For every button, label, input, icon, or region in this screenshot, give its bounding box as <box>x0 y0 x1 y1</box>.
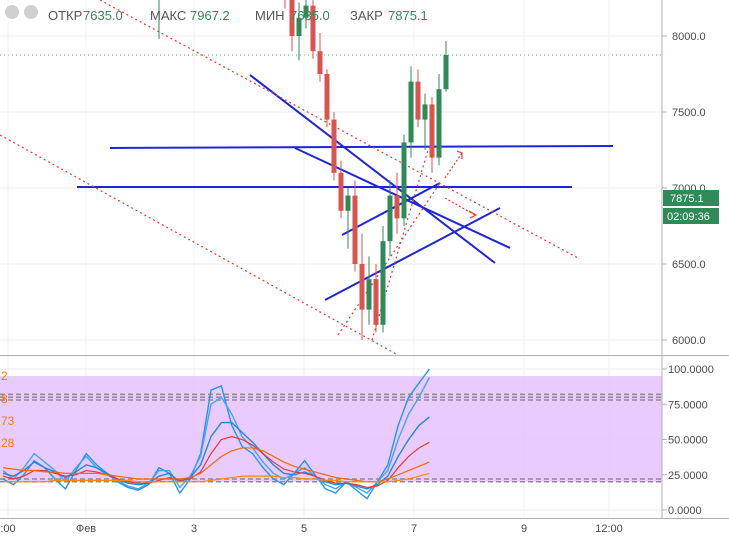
last-price-text: 7875.1 <box>670 193 704 205</box>
low-value: 7635.0 <box>290 8 330 23</box>
osc-label-4: 28 <box>1 436 15 450</box>
candle[interactable] <box>331 112 337 181</box>
time-tick-label: Фев <box>76 523 96 535</box>
candle[interactable] <box>394 172 400 234</box>
candle[interactable] <box>429 96 435 173</box>
candle[interactable] <box>303 0 309 29</box>
osc-tick-label: 0.0000 <box>668 505 702 517</box>
candle-body <box>387 195 393 242</box>
candle[interactable] <box>401 134 407 226</box>
time-tick-label: 12:00 <box>595 523 623 535</box>
time-tick-label: 5 <box>301 523 307 535</box>
channel-line[interactable] <box>371 149 429 341</box>
candle[interactable] <box>415 69 421 128</box>
candle-body <box>394 195 400 219</box>
candle[interactable] <box>359 233 365 340</box>
candle[interactable] <box>443 41 449 92</box>
candle[interactable] <box>317 32 323 82</box>
high-value: 7967.2 <box>190 8 230 23</box>
ohlc-header: ОТКР 7635.0 МАКС 7967.2 МИН 7635.0 ЗАКР … <box>5 5 428 23</box>
channel-line[interactable] <box>0 134 399 356</box>
candle-body <box>331 119 337 173</box>
eye-icon[interactable] <box>5 5 19 19</box>
candle-body <box>289 0 295 36</box>
channel-line[interactable] <box>337 182 441 336</box>
candle[interactable] <box>380 226 386 333</box>
open-value: 7635.0 <box>83 8 123 23</box>
candle-body <box>422 104 428 120</box>
candle[interactable] <box>366 256 372 325</box>
candle-body <box>380 241 386 325</box>
channel-line[interactable] <box>99 0 579 259</box>
close-value: 7875.1 <box>388 8 428 23</box>
osc-tick-label: 25.0000 <box>668 470 708 482</box>
osc-tick-label: 100.0000 <box>668 364 714 376</box>
high-label: МАКС <box>150 8 186 23</box>
time-tick-label: 3 <box>191 523 197 535</box>
candle[interactable] <box>408 66 414 158</box>
candle[interactable] <box>324 69 330 128</box>
candle[interactable] <box>345 188 351 249</box>
candle-body <box>415 81 421 120</box>
candle[interactable] <box>310 0 316 59</box>
time-tick-label: :00 <box>0 523 15 535</box>
candle-body <box>359 264 365 310</box>
oscillator-zone <box>0 376 662 482</box>
candle[interactable] <box>422 93 428 150</box>
candle[interactable] <box>338 160 344 219</box>
close-label: ЗАКР <box>350 8 383 23</box>
oscillator-series <box>2 377 431 494</box>
low-label: МИН <box>255 8 285 23</box>
last-price-badge: 7875.1 <box>663 190 719 206</box>
osc-tick-label: 50.0000 <box>668 435 708 447</box>
open-label: ОТКР <box>48 8 82 23</box>
candle-body <box>408 81 414 143</box>
candle-body <box>443 55 449 90</box>
candle-body <box>401 142 407 219</box>
candle-body <box>366 279 372 310</box>
candle[interactable] <box>352 180 358 272</box>
oscillator-series <box>3 472 430 483</box>
price-tick-label: 7500.0 <box>672 107 706 119</box>
candle-body <box>338 172 344 211</box>
settings-icon[interactable] <box>24 5 38 19</box>
time-tick-label: 7 <box>411 523 417 535</box>
candle-body <box>310 5 316 52</box>
candle-body <box>429 104 435 158</box>
candle-body <box>296 17 302 36</box>
candle-body <box>436 89 442 158</box>
arrow-head <box>468 210 478 219</box>
osc-label-2: 8 <box>1 392 8 406</box>
candle-body <box>345 195 351 211</box>
candle[interactable] <box>289 0 295 52</box>
oscillator-labels: 2 8 73 28 <box>1 369 15 450</box>
osc-label-3: 73 <box>1 414 15 428</box>
projection-arrow <box>444 152 463 179</box>
countdown-badge: 02:09:36 <box>663 208 719 224</box>
candle[interactable] <box>296 2 302 61</box>
arrow-head <box>456 150 463 159</box>
price-tick-label: 6500.0 <box>672 259 706 271</box>
countdown-text: 02:09:36 <box>667 211 710 223</box>
osc-label-1: 2 <box>1 369 8 383</box>
candle-body <box>303 5 309 18</box>
candle-body <box>317 51 323 74</box>
trend-line[interactable] <box>324 207 501 301</box>
price-tick-label: 6000.0 <box>672 335 706 347</box>
candle-body <box>373 279 379 325</box>
price-tick-label: 8000.0 <box>672 31 706 43</box>
osc-tick-label: 75.0000 <box>668 399 708 411</box>
candle[interactable] <box>436 74 442 166</box>
oscillator-series <box>2 436 430 489</box>
time-tick-label: 9 <box>521 523 527 535</box>
candle[interactable] <box>373 264 379 333</box>
candle-body <box>352 195 358 264</box>
trend-line[interactable] <box>109 145 614 149</box>
oscillator-series <box>2 447 430 483</box>
candle[interactable] <box>387 180 393 257</box>
candle[interactable] <box>157 0 162 40</box>
candle-body <box>324 74 330 120</box>
